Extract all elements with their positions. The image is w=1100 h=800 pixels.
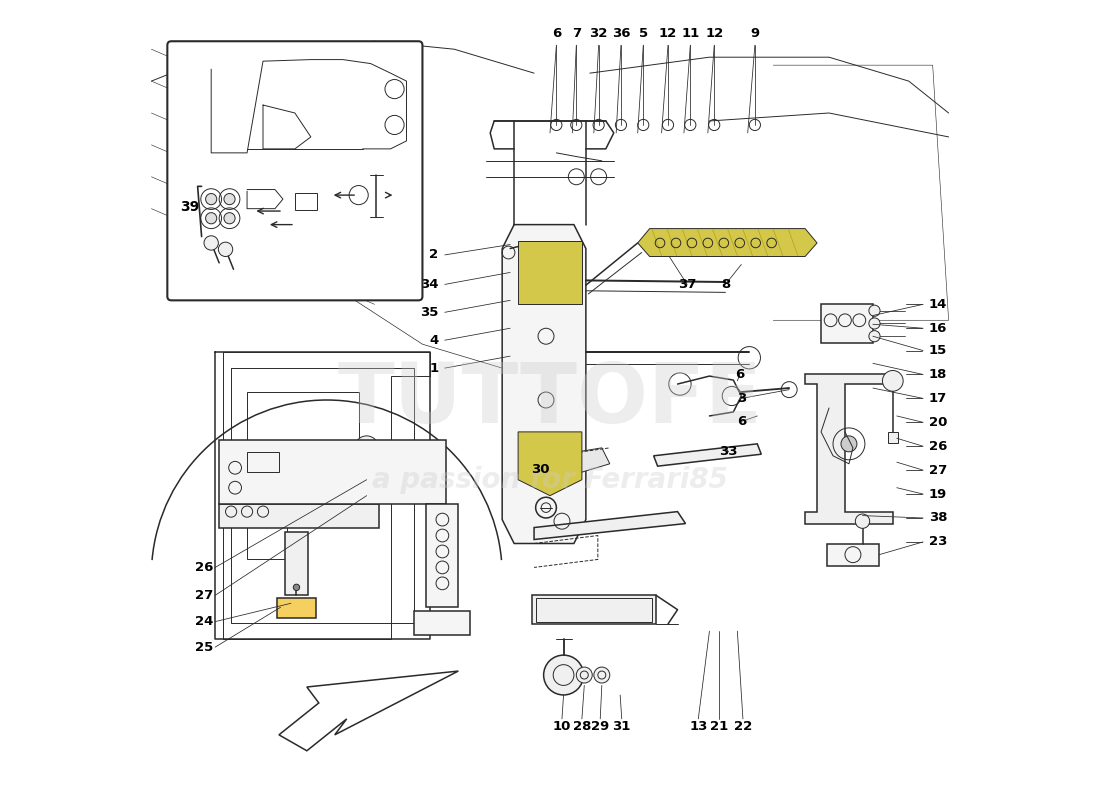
Text: 26: 26: [195, 561, 213, 574]
Circle shape: [882, 370, 903, 391]
Text: 18: 18: [928, 368, 947, 381]
Circle shape: [576, 667, 592, 683]
Text: 22: 22: [734, 720, 752, 734]
Polygon shape: [653, 444, 761, 466]
Polygon shape: [554, 448, 609, 474]
Bar: [248, 392, 359, 488]
Polygon shape: [518, 241, 582, 304]
Text: 21: 21: [710, 720, 728, 734]
Text: 10: 10: [553, 720, 571, 734]
Circle shape: [842, 436, 857, 452]
Polygon shape: [219, 440, 447, 504]
Circle shape: [354, 436, 378, 460]
Bar: [285, 531, 308, 595]
Text: 38: 38: [928, 511, 947, 525]
Text: 31: 31: [613, 720, 631, 734]
Text: 2: 2: [429, 249, 439, 262]
Text: 27: 27: [928, 464, 947, 477]
Circle shape: [206, 194, 217, 205]
Circle shape: [224, 213, 235, 224]
Circle shape: [869, 318, 880, 329]
Text: 23: 23: [928, 535, 947, 549]
Text: 8: 8: [720, 278, 730, 291]
Bar: [821, 304, 873, 342]
Polygon shape: [518, 432, 582, 496]
Text: 14: 14: [928, 298, 947, 311]
Text: 26: 26: [928, 440, 947, 453]
Polygon shape: [638, 229, 817, 257]
Text: 19: 19: [928, 487, 947, 501]
Text: 9: 9: [750, 26, 759, 40]
Text: 13: 13: [689, 720, 707, 734]
Bar: [537, 598, 652, 622]
Text: 17: 17: [928, 392, 947, 405]
Polygon shape: [805, 374, 893, 523]
Text: 27: 27: [195, 589, 213, 602]
Text: 20: 20: [928, 416, 947, 429]
Bar: [427, 504, 459, 607]
Text: a passion for Ferrari85: a passion for Ferrari85: [372, 466, 728, 494]
Bar: [827, 543, 879, 566]
Text: TUTTOFE: TUTTOFE: [338, 359, 762, 441]
Text: 1: 1: [429, 362, 439, 374]
Text: 12: 12: [659, 26, 678, 40]
Text: 6: 6: [552, 26, 561, 40]
Bar: [248, 452, 279, 472]
Polygon shape: [535, 512, 685, 539]
Text: 4: 4: [429, 334, 439, 346]
Text: 32: 32: [590, 26, 608, 40]
Text: 3: 3: [737, 392, 746, 405]
FancyBboxPatch shape: [167, 42, 422, 300]
Bar: [532, 595, 656, 624]
Text: 6: 6: [737, 415, 746, 428]
Circle shape: [594, 667, 609, 683]
Circle shape: [543, 655, 583, 695]
Text: 28: 28: [573, 720, 591, 734]
Text: 29: 29: [591, 720, 609, 734]
Text: 7: 7: [572, 26, 581, 40]
Text: 11: 11: [681, 26, 700, 40]
Text: 37: 37: [678, 278, 696, 291]
Polygon shape: [503, 225, 586, 543]
Circle shape: [219, 242, 233, 257]
Text: 33: 33: [719, 446, 738, 458]
Text: 39: 39: [180, 200, 199, 214]
Text: 15: 15: [928, 344, 947, 357]
Text: 24: 24: [195, 615, 213, 628]
Bar: [277, 598, 316, 618]
Circle shape: [856, 514, 870, 528]
Bar: [295, 193, 317, 210]
Circle shape: [206, 213, 217, 224]
Bar: [219, 504, 378, 527]
Circle shape: [224, 194, 235, 205]
Text: 12: 12: [705, 26, 724, 40]
Bar: [888, 432, 898, 443]
Circle shape: [869, 305, 880, 316]
Text: 6: 6: [735, 368, 745, 381]
Bar: [248, 496, 287, 559]
Polygon shape: [279, 671, 459, 750]
Text: 34: 34: [420, 278, 439, 291]
Circle shape: [869, 330, 880, 342]
Circle shape: [294, 584, 299, 590]
Text: 5: 5: [639, 26, 648, 40]
Text: 36: 36: [612, 26, 630, 40]
Text: 35: 35: [420, 306, 439, 319]
Bar: [415, 611, 471, 635]
Text: 30: 30: [531, 463, 550, 476]
Circle shape: [204, 236, 219, 250]
Text: 25: 25: [195, 641, 213, 654]
Text: 16: 16: [928, 322, 947, 334]
